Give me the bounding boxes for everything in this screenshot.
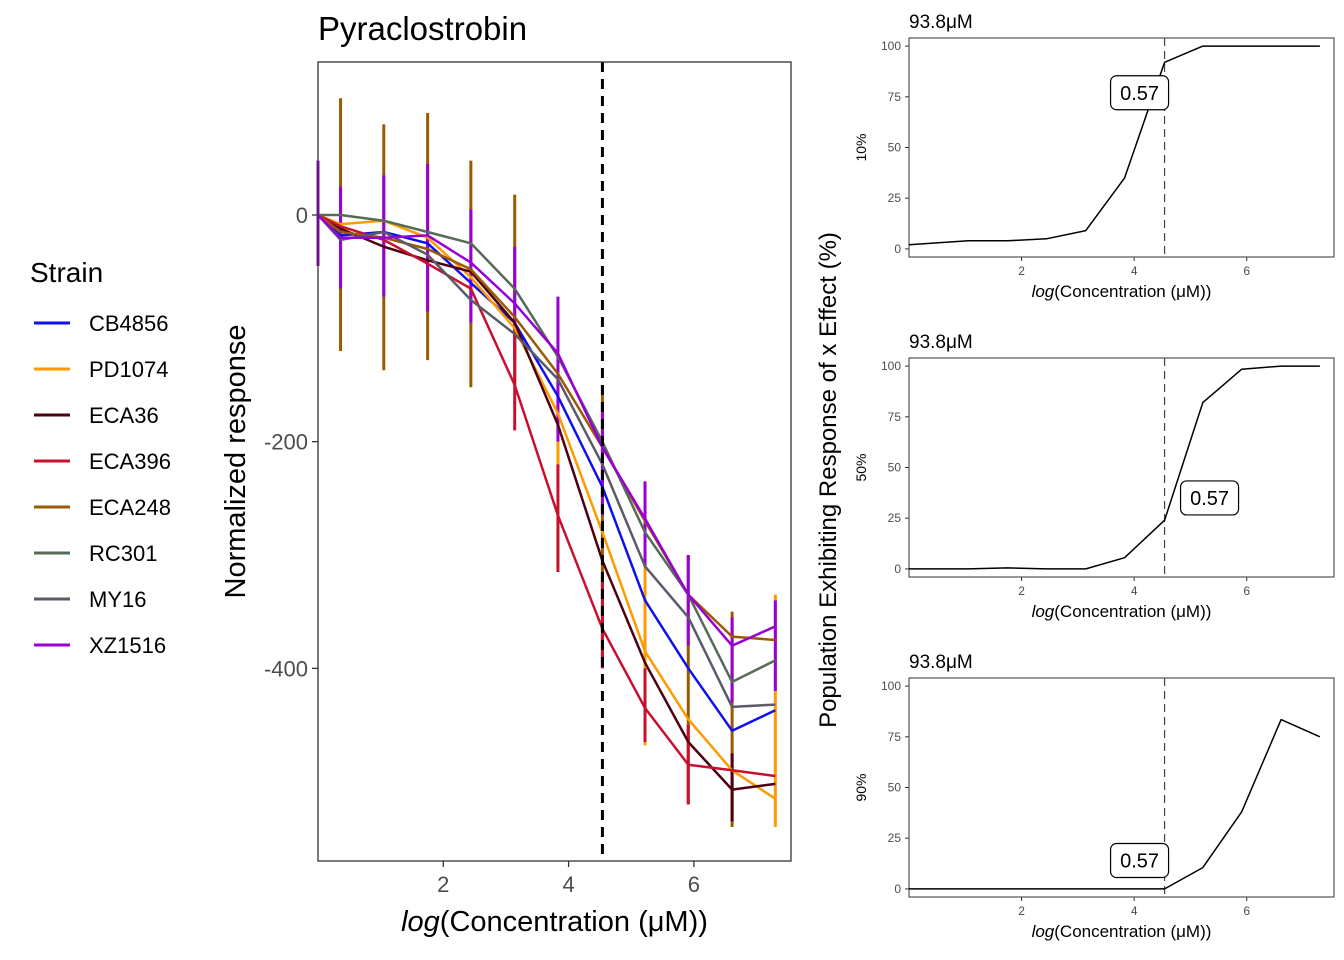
y-tick-label: 0 [894,882,901,896]
y-tick-label: 100 [881,39,901,53]
annotation-label: 0.57 [1120,83,1159,105]
series-line-eca248 [317,214,776,642]
y-tick-label: 0 [296,203,308,228]
series-line-pd1074 [317,213,776,800]
x-axis-label-rest: (Concentration (μM)) [1054,922,1211,941]
y-axis-label: 90% [853,773,869,801]
y-tick-label: 75 [888,90,902,104]
x-axis-label-rest: (Concentration (μM)) [440,906,708,938]
x-axis-label-italic: log [1032,282,1055,301]
annotation-box [1109,842,1170,879]
annotation-box [1109,75,1170,111]
y-axis-label: Normalized response [220,324,252,598]
series-line-eca396 [317,213,776,778]
main-chart: Pyraclostrobin 2 4 6 0 -200 -400 log(Concentrat… [220,10,792,938]
response-line [909,365,1320,570]
x-axis-label: log(Concentration (μM)) [1032,922,1212,941]
legend-label: XZ1516 [89,633,166,658]
small-chart-title: 93.8μM [909,12,973,33]
y-tick-label: -400 [264,656,308,681]
chart-title: Pyraclostrobin [318,10,527,47]
x-tick-label: 6 [1243,264,1250,278]
series-line-xz1516 [317,214,776,647]
x-tick-label: 6 [1243,584,1250,598]
y-tick-label: 50 [888,781,902,795]
x-tick-label: 2 [1018,264,1025,278]
legend-title: Strain [30,257,103,288]
legend-label: CB4856 [89,311,169,336]
legend: Strain CB4856 PD1074 ECA36 ECA396 ECA248 RC301… [30,257,171,658]
x-axis-label: log(Concentration (μM)) [401,906,708,938]
y-tick-label: 50 [888,461,902,475]
legend-label: ECA396 [89,449,171,474]
x-tick-label: 2 [1018,584,1025,598]
x-axis-label: log(Concentration (μM)) [1032,282,1212,301]
response-line [909,718,1321,890]
small-chart-title: 93.8μM [909,652,973,673]
x-axis-label-rest: (Concentration (μM)) [1054,282,1211,301]
small-chart-1: 93.8μM 0 25 50 75 100 2 4 6 0.57 log(Concentration… [853,12,1335,301]
x-tick-label: 4 [1131,264,1138,278]
small-chart-3: 93.8μM 0 25 50 75 100 2 4 6 0.57 log(Concentration… [853,652,1335,941]
series-line-eca36 [317,213,776,791]
legend-label: MY16 [89,587,146,612]
small-plot-border [908,37,1335,258]
series-line-my16 [317,214,776,709]
y-axis-label: 10% [853,133,869,161]
x-axis-label-rest: (Concentration (μM)) [1054,602,1211,621]
small-chart-title: 93.8μM [909,332,973,353]
x-tick-label: 4 [1131,904,1138,918]
legend-label: ECA36 [89,403,159,428]
plot-border [317,61,792,862]
x-tick-label: 2 [437,872,449,897]
x-axis-label-italic: log [401,906,440,938]
annotation-box [1179,480,1240,516]
y-tick-label: 25 [888,191,902,205]
y-axis-label: 50% [853,453,869,481]
legend-label: PD1074 [89,357,169,382]
x-tick-label: 6 [688,872,700,897]
y-tick-label: 25 [888,831,902,845]
response-line [908,45,1320,246]
y-tick-label: 0 [894,562,901,576]
y-tick-label: 0 [894,242,901,256]
y-tick-label: 50 [888,141,902,155]
legend-label: RC301 [89,541,157,566]
series-line-rc301 [318,213,776,684]
small-chart-2: 93.8μM 0 25 50 75 100 2 4 6 0.57 log(Concentration… [853,332,1335,621]
shared-y-axis-label: Population Exhibiting Response of x Effe… [815,232,842,728]
small-plot-border [908,357,1335,578]
y-tick-label: -200 [264,430,308,455]
y-tick-label: 100 [881,679,901,693]
x-tick-label: 4 [1131,584,1138,598]
x-axis-label-italic: log [1032,922,1055,941]
y-tick-label: 100 [881,359,901,373]
annotation-label: 0.57 [1190,488,1229,510]
y-tick-label: 75 [888,410,902,424]
x-axis-label-italic: log [1032,602,1055,621]
x-tick-label: 2 [1018,904,1025,918]
x-tick-label: 6 [1243,904,1250,918]
annotation-label: 0.57 [1120,851,1159,873]
y-tick-label: 25 [888,511,902,525]
legend-label: ECA248 [89,495,171,520]
x-axis-label: log(Concentration (μM)) [1032,602,1212,621]
y-tick-label: 75 [888,730,902,744]
x-tick-label: 4 [562,872,574,897]
